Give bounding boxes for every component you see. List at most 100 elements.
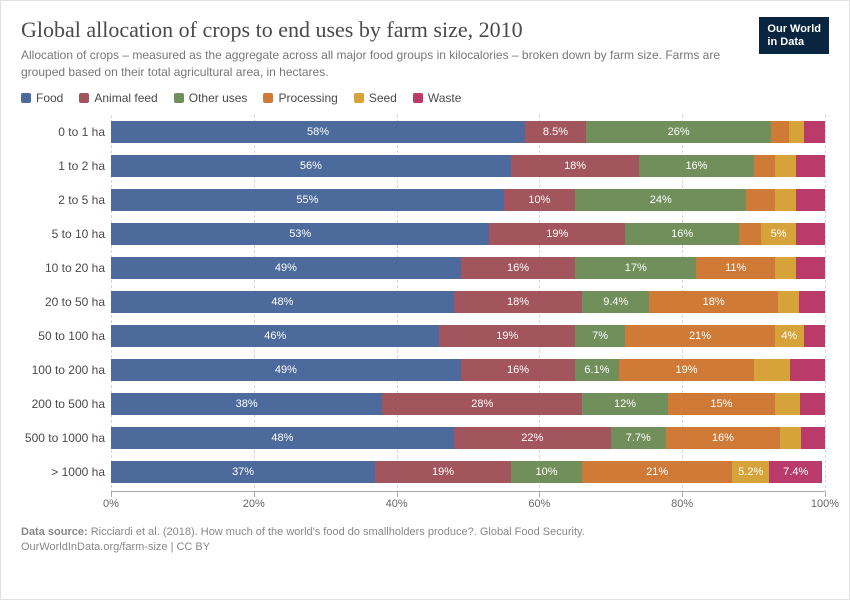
legend-item: Seed (354, 91, 397, 105)
bar-segment: 16% (461, 359, 575, 381)
chart-container: Our World in Data Global allocation of c… (0, 0, 850, 600)
legend-label: Waste (428, 91, 462, 105)
bar-segment: 5% (761, 223, 797, 245)
x-axis: 0%20%40%60%80%100% (111, 491, 825, 513)
bar-segment (796, 155, 825, 177)
bar-segment: 7.4% (769, 461, 822, 483)
bar-segment (771, 121, 789, 143)
stacked-bar: 46%19%7%21%4% (111, 325, 825, 347)
bar-segment (796, 189, 825, 211)
bar-segment: 22% (454, 427, 611, 449)
legend-item: Food (21, 91, 63, 105)
legend: Food Animal feed Other uses Processing Seed W… (21, 91, 829, 105)
chart-row: 10 to 20 ha49%16%17%11% (111, 251, 825, 285)
bar-segment (800, 393, 825, 415)
bar-segment: 37% (111, 461, 375, 483)
bar-segment: 19% (619, 359, 755, 381)
attribution-line: OurWorldInData.org/farm-size | CC BY (21, 540, 829, 555)
stacked-bar: 55%10%24% (111, 189, 825, 211)
bar-segment: 8.5% (525, 121, 586, 143)
bar-segment: 49% (111, 257, 461, 279)
stacked-bar: 37%19%10%21%5.2%7.4% (111, 461, 825, 483)
bar-segment: 18% (511, 155, 640, 177)
bar-segment: 17% (575, 257, 696, 279)
axis-tick-label: 20% (243, 498, 265, 510)
bar-segment (754, 155, 775, 177)
legend-swatch (413, 93, 423, 103)
bar-segment: 16% (639, 155, 753, 177)
bar-segment (790, 359, 825, 381)
bar-segment: 7% (575, 325, 625, 347)
axis-tick-label: 0% (103, 498, 119, 510)
row-label: 200 to 500 ha (19, 397, 105, 411)
axis-tick (254, 492, 255, 497)
bar-segment: 15% (668, 393, 775, 415)
stacked-bar: 49%16%17%11% (111, 257, 825, 279)
bar-segment: 21% (625, 325, 775, 347)
bar-segment (804, 325, 825, 347)
bar-segment: 53% (111, 223, 489, 245)
bar-segment (799, 291, 825, 313)
bar-segment (778, 291, 799, 313)
stacked-bar: 49%16%6.1%19% (111, 359, 825, 381)
bar-segment (775, 155, 796, 177)
chart-row: 50 to 100 ha46%19%7%21%4% (111, 319, 825, 353)
chart-row: 5 to 10 ha53%19%16%5% (111, 217, 825, 251)
bar-segment (754, 359, 790, 381)
bar-segment: 55% (111, 189, 504, 211)
chart-subtitle: Allocation of crops – measured as the ag… (21, 47, 741, 81)
legend-item: Other uses (174, 91, 248, 105)
bar-segment: 46% (111, 325, 439, 347)
chart-row: 2 to 5 ha55%10%24% (111, 183, 825, 217)
bar-segment (775, 393, 800, 415)
legend-swatch (79, 93, 89, 103)
bar-segment: 19% (375, 461, 511, 483)
row-label: 100 to 200 ha (19, 363, 105, 377)
source-prefix: Data source: (21, 526, 88, 538)
bar-segment: 16% (666, 427, 780, 449)
legend-label: Processing (278, 91, 337, 105)
bar-segment (780, 427, 801, 449)
axis-tick-label: 60% (528, 498, 550, 510)
row-label: 1 to 2 ha (19, 159, 105, 173)
bar-segment: 18% (454, 291, 583, 313)
bar-segment: 48% (111, 291, 454, 313)
chart-row: 500 to 1000 ha48%22%7.7%16% (111, 421, 825, 455)
bar-segment: 5.2% (732, 461, 769, 483)
stacked-bar: 48%18%9.4%18% (111, 291, 825, 313)
header: Our World in Data Global allocation of c… (21, 17, 829, 81)
bar-segment (796, 223, 825, 245)
owid-logo: Our World in Data (759, 17, 829, 54)
axis-tick-label: 80% (671, 498, 693, 510)
gridline (825, 115, 826, 493)
row-label: 10 to 20 ha (19, 261, 105, 275)
legend-label: Other uses (189, 91, 248, 105)
bar-segment (796, 257, 825, 279)
legend-label: Animal feed (94, 91, 157, 105)
bar-segment: 38% (111, 393, 382, 415)
bar-segment (801, 427, 825, 449)
logo-line-2: in Data (767, 36, 804, 48)
stacked-bar-chart: 0 to 1 ha58%8.5%26%1 to 2 ha56%18%16%2 t… (111, 115, 825, 515)
stacked-bar: 48%22%7.7%16% (111, 427, 825, 449)
chart-row: 100 to 200 ha49%16%6.1%19% (111, 353, 825, 387)
bar-segment: 16% (461, 257, 575, 279)
bar-segment: 18% (649, 291, 778, 313)
bar-segment (804, 121, 825, 143)
axis-tick-label: 40% (386, 498, 408, 510)
axis-tick (539, 492, 540, 497)
bar-segment: 26% (586, 121, 772, 143)
bar-segment: 19% (489, 223, 625, 245)
axis-tick-label: 100% (811, 498, 839, 510)
legend-item: Animal feed (79, 91, 157, 105)
bar-segment: 58% (111, 121, 525, 143)
bar-segment: 28% (382, 393, 582, 415)
bar-segment (739, 223, 760, 245)
chart-title: Global allocation of crops to end uses b… (21, 17, 829, 43)
axis-tick (397, 492, 398, 497)
legend-label: Food (36, 91, 63, 105)
bar-segment: 10% (504, 189, 575, 211)
row-label: 5 to 10 ha (19, 227, 105, 241)
legend-item: Processing (263, 91, 337, 105)
legend-swatch (174, 93, 184, 103)
